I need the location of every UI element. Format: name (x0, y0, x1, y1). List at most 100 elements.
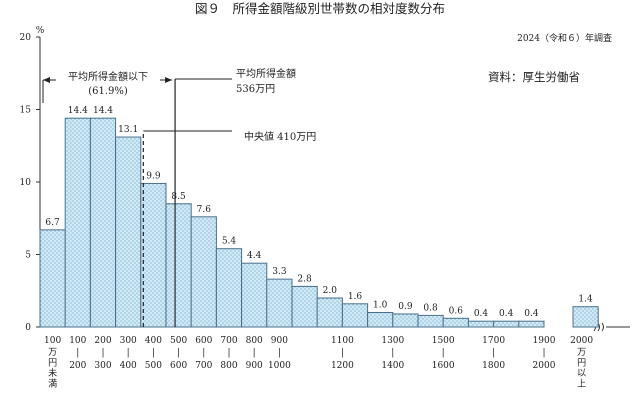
bar (341, 303, 369, 328)
x-tick-label-top: 800 (246, 336, 263, 346)
bar (316, 297, 343, 328)
bar (165, 203, 192, 328)
bar (89, 117, 117, 328)
x-tick-label-char: 満 (48, 379, 57, 390)
bar (291, 285, 318, 328)
x-tick-label-top: 200 (94, 336, 111, 346)
x-tick-label-sep: | (127, 348, 130, 358)
bar-value-label: 1.4 (578, 295, 593, 305)
bar-value-label: 9.9 (146, 171, 161, 181)
x-tick-label-sep: | (177, 348, 180, 358)
x-tick-label-bottom: 800 (220, 361, 237, 371)
bar (367, 312, 394, 328)
y-tick-label: 5 (25, 251, 31, 261)
bar-value-label: 0.8 (423, 303, 438, 313)
bar-value-label: 3.3 (272, 267, 287, 277)
source-note: 資料：厚生労働省 (488, 70, 580, 84)
bar (115, 136, 142, 328)
x-tick-label-sep: | (202, 348, 205, 358)
x-tick-label-char: 万 (48, 348, 57, 358)
x-tick-label-bottom: 300 (94, 361, 111, 371)
bar-value-label: 5.4 (222, 237, 237, 247)
x-tick-label-bottom: 700 (195, 361, 212, 371)
x-tick-label-top: 700 (220, 336, 237, 346)
x-tick-label-bottom: 1800 (482, 361, 505, 371)
x-tick-label-top: 1100 (331, 336, 354, 346)
x-tick-label-top: 900 (271, 336, 288, 346)
below-mean-label-line1: 平均所得金額以下 (68, 70, 148, 83)
x-tick-label-bottom: 1400 (381, 361, 404, 371)
bar-value-label: 2.0 (323, 286, 338, 296)
x-tick-label-bottom: 1600 (432, 361, 455, 371)
bar-value-label: 14.4 (93, 106, 113, 116)
bar-value-label: 13.1 (118, 125, 138, 135)
below-mean-arrow-head-right (165, 77, 173, 83)
bar (140, 182, 167, 328)
below-mean-label-line2: (61.9%) (88, 86, 128, 97)
x-tick-label-sep: | (227, 348, 230, 358)
x-tick-label-top: 1500 (432, 336, 455, 346)
mean-label-line2: 536万円 (236, 84, 275, 95)
x-tick-label-top: 300 (120, 336, 137, 346)
bar-value-label: 1.6 (348, 292, 363, 302)
mean-label-line1: 平均所得金額 (236, 67, 296, 80)
x-tick-label-sep: | (152, 348, 155, 358)
below-mean-arrow-head-left (43, 77, 50, 83)
bar (572, 306, 599, 328)
x-tick-label-top: 100 (44, 336, 61, 346)
bar (39, 229, 66, 328)
bar-value-label: 0.6 (449, 306, 464, 316)
bars: 6.7 14.4 14.4 13.1 9.9 8.5 7.6 5.4 4.4 3.3 2.8 2.0 1… (39, 106, 599, 328)
x-tick-label-sep: | (442, 348, 445, 358)
y-tick-label: 15 (20, 106, 32, 116)
x-tick-label-sep: | (492, 348, 495, 358)
x-tick-label-top: 1700 (482, 336, 505, 346)
x-tick-label-bottom: 600 (170, 361, 187, 371)
bar-value-label: 7.6 (197, 205, 212, 215)
bar (64, 117, 91, 328)
x-tick-label-top: 1900 (533, 336, 556, 346)
x-tick-label-char: 円 (48, 358, 57, 369)
x-tick-label-char: 上 (577, 379, 586, 390)
x-tick-label-top: 2000 (570, 336, 593, 346)
x-tick-label-bottom: 2000 (533, 361, 556, 371)
x-tick-label-bottom: 1200 (331, 361, 354, 371)
bar (467, 320, 495, 328)
x-tick-label-char: 円 (577, 358, 586, 369)
x-tick-label-char: 未 (48, 367, 57, 379)
x-tick-label-sep: | (391, 348, 394, 358)
x-tick-label-top: 400 (145, 336, 162, 346)
x-tick-label-sep: | (542, 348, 545, 358)
bar (417, 314, 444, 328)
x-tick-label-bottom: 400 (120, 361, 137, 371)
x-tick-label-bottom: 900 (246, 361, 263, 371)
x-tick-label-top: 600 (195, 336, 212, 346)
x-tick-label-char: 万 (577, 348, 586, 358)
figure-title: 図９ 所得金額階級別世帯数の相対度数分布 (195, 1, 445, 16)
x-tick-label-top: 500 (170, 336, 187, 346)
x-tick-label-top: 1300 (381, 336, 404, 346)
bar (215, 248, 243, 328)
x-tick-label-sep: | (101, 348, 104, 358)
bar-value-label: 14.4 (68, 106, 88, 116)
bar (241, 262, 268, 328)
bar (392, 313, 419, 328)
x-tick-label-bottom: 1000 (268, 361, 291, 371)
x-tick-label-top: 100 (69, 336, 86, 346)
y-tick-label: 20 (20, 33, 32, 43)
bar-value-label: 1.0 (373, 301, 388, 311)
survey-year: 2024（令和６）年調査 (517, 32, 612, 44)
bar-value-label: 8.5 (171, 192, 186, 202)
bar-value-label: 0.4 (499, 309, 514, 319)
bar-value-label: 6.7 (45, 218, 60, 228)
y-tick-label: 10 (20, 178, 32, 188)
median-label: 中央値 410万円 (244, 130, 316, 143)
bar-value-label: 2.8 (297, 274, 312, 284)
bar (442, 317, 469, 328)
bar (190, 216, 217, 328)
x-tick-label-bottom: 500 (145, 361, 162, 371)
below-mean-label-bg (56, 70, 160, 96)
x-tick-label-sep: | (253, 348, 256, 358)
